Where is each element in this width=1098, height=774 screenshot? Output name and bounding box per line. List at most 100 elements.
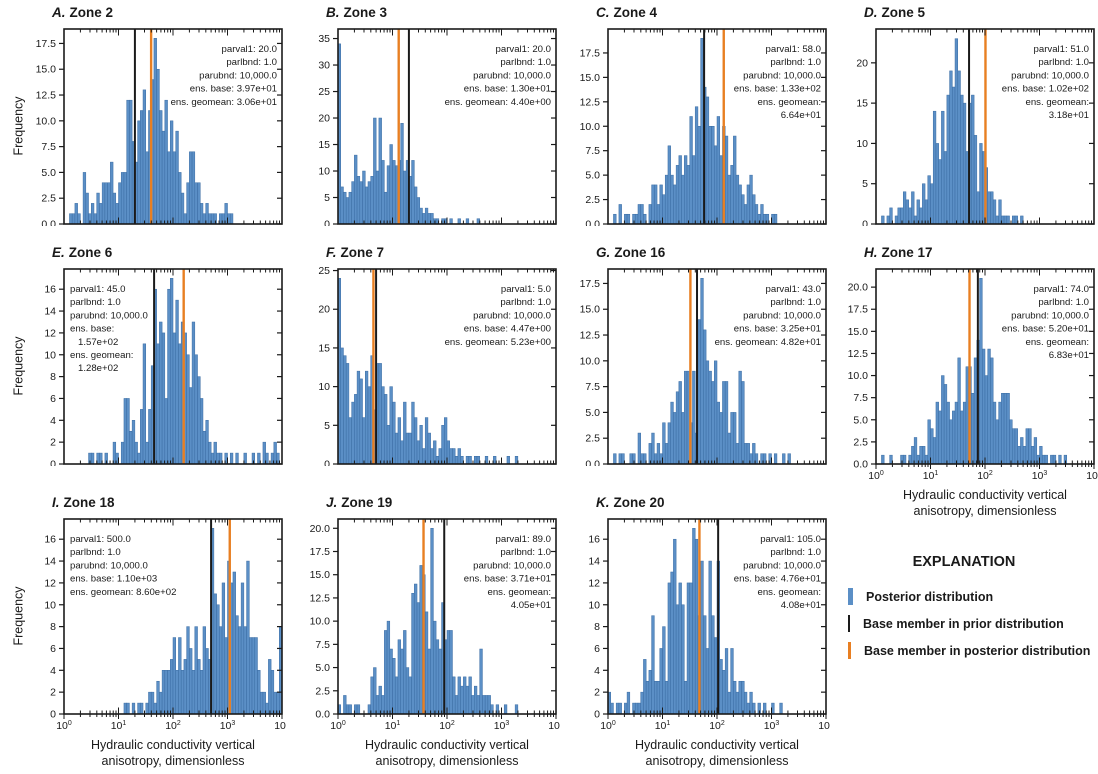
svg-text:6.64e+01: 6.64e+01 — [781, 110, 821, 121]
panel-letter: D. — [864, 5, 878, 20]
svg-text:0: 0 — [324, 219, 330, 227]
svg-text:parlbnd: 1.0: parlbnd: 1.0 — [1038, 297, 1089, 308]
svg-text:100: 100 — [600, 720, 616, 732]
x-ticks — [607, 29, 827, 224]
svg-text:102: 102 — [439, 720, 455, 732]
y-tick-labels: 0 2 4 6 8 10 12 14 16 — [44, 284, 56, 466]
y-axis-label-slot: Frequency — [8, 26, 30, 226]
svg-text:100: 100 — [330, 720, 346, 732]
svg-text:4.08e+01: 4.08e+01 — [781, 600, 821, 611]
panel-letter: I. — [52, 495, 60, 510]
x-tick-labels: 100 101 102 103 104 — [330, 720, 560, 732]
svg-text:ens. base: 4.76e+01: ens. base: 4.76e+01 — [734, 574, 821, 585]
svg-text:10: 10 — [856, 138, 868, 150]
svg-text:5.0: 5.0 — [853, 414, 868, 426]
svg-text:10.0: 10.0 — [848, 370, 869, 382]
x-ticks — [337, 29, 557, 224]
svg-text:2.5: 2.5 — [585, 194, 600, 206]
svg-text:6: 6 — [50, 393, 56, 405]
svg-text:parval1: 20.0: parval1: 20.0 — [222, 44, 277, 55]
svg-text:10: 10 — [318, 166, 330, 178]
svg-text:7.5: 7.5 — [585, 381, 600, 393]
panel-zone-label: Zone 18 — [63, 495, 115, 510]
x-ticks — [63, 519, 283, 719]
svg-text:15: 15 — [318, 139, 330, 151]
svg-text:15.0: 15.0 — [580, 304, 601, 316]
svg-text:12.5: 12.5 — [36, 90, 57, 102]
y-ticks — [333, 37, 556, 225]
histogram-plot-zone-5: 0 5 10 15 20 parval1: 51.0 parlbnd: 1.0 parubnd… — [856, 28, 1095, 226]
histogram-plot-zone-2: 0.0 2.5 5.0 7.5 10.0 12.5 15.0 17.5 parval1: 20.… — [36, 28, 283, 226]
svg-text:ens. geomean: 4.40e+00: ens. geomean: 4.40e+00 — [445, 97, 551, 108]
svg-text:100: 100 — [868, 470, 884, 482]
x-axis-title-line2: anisotropy, dimensionless — [645, 754, 789, 769]
panel-zone-label: Zone 4 — [613, 5, 658, 20]
svg-text:5: 5 — [324, 192, 330, 204]
svg-text:35: 35 — [318, 33, 330, 45]
panel-annotation: parval1: 20.0 parlbnd: 1.0 parubnd: 10,000… — [445, 44, 551, 108]
svg-text:ens. geomean:: ens. geomean: — [758, 97, 821, 108]
y-ticks — [603, 52, 826, 225]
svg-text:12: 12 — [44, 577, 56, 589]
x-ticks — [607, 269, 827, 464]
svg-text:0: 0 — [50, 709, 56, 721]
y-tick-labels: 0 5 10 15 20 25 — [318, 266, 330, 466]
svg-text:17.5: 17.5 — [580, 278, 601, 290]
legend-item-prior-base: Base member in prior distribution — [842, 615, 1098, 632]
svg-text:8: 8 — [50, 371, 56, 383]
svg-text:parval1: 51.0: parval1: 51.0 — [1034, 44, 1089, 55]
legend-title: EXPLANATION — [912, 554, 1016, 570]
y-tick-labels: 0.0 2.5 5.0 7.5 10.0 12.5 15.0 17.5 — [36, 38, 57, 226]
svg-text:4: 4 — [50, 415, 56, 427]
panel-zone-label: Zone 7 — [340, 245, 385, 260]
panel-title: C. Zone 4 — [596, 5, 830, 26]
svg-text:15: 15 — [318, 342, 330, 354]
svg-text:6: 6 — [50, 643, 56, 655]
svg-text:parval1: 20.0: parval1: 20.0 — [496, 44, 551, 55]
x-ticks — [63, 269, 283, 464]
panel-title: D. Zone 5 — [864, 5, 1098, 26]
panel-zone-4: C. Zone 4 0.0 2.5 5.0 7.5 10.0 12.5 15.0 17.5 par… — [560, 0, 830, 240]
svg-text:ens. geomean:: ens. geomean: — [1026, 97, 1089, 108]
svg-text:12.5: 12.5 — [580, 96, 601, 108]
x-ticks — [607, 519, 827, 719]
svg-text:parval1: 43.0: parval1: 43.0 — [766, 284, 821, 295]
x-axis-title: Hydraulic conductivity vertical anisotro… — [876, 487, 1094, 520]
x-tick-labels: 100 101 102 103 104 — [868, 470, 1098, 482]
legend-item-label: Base member in prior distribution — [863, 616, 1064, 631]
svg-text:12: 12 — [44, 327, 56, 339]
svg-text:5.0: 5.0 — [585, 170, 600, 182]
panel-zone-label: Zone 17 — [881, 245, 933, 260]
y-tick-labels: 0.0 2.5 5.0 7.5 10.0 12.5 15.0 17.5 20.0 — [848, 282, 869, 471]
y-ticks — [59, 538, 282, 715]
histogram-plot-zone-18: 0 2 4 6 8 10 12 14 16 100 101 102 103 104 parval1: 500… — [44, 518, 286, 732]
svg-text:14: 14 — [588, 556, 600, 568]
svg-text:103: 103 — [1032, 470, 1048, 482]
panel-annotation: parval1: 89.0 parlbnd: 1.0 parubnd: 10,000… — [464, 534, 551, 611]
panel-title: A. Zone 2 — [52, 5, 290, 26]
y-ticks — [871, 286, 1094, 465]
y-axis-label-slot: Frequency — [8, 516, 30, 716]
y-tick-labels: 0 2 4 6 8 10 12 14 16 — [44, 534, 56, 721]
legend: EXPLANATION Posterior distribution Base … — [830, 490, 1098, 774]
x-axis-title-line1: Hydraulic conductivity vertical — [91, 738, 255, 752]
svg-text:parubnd: 10,000.0: parubnd: 10,000.0 — [743, 560, 821, 571]
panel-zone-19: J. Zone 19 0.0 2.5 5.0 7.5 10.0 12.5 15.0 17.5 20… — [290, 490, 560, 774]
svg-text:ens. geomean: 8.60e+02: ens. geomean: 8.60e+02 — [70, 587, 176, 598]
panel-annotation: parval1: 20.0 parlbnd: 1.0 parubnd: 10,000… — [171, 44, 277, 108]
panel-annotation: parval1: 5.0 parlbnd: 1.0 parubnd: 10,000.… — [445, 284, 551, 348]
svg-text:16: 16 — [588, 534, 600, 546]
svg-text:4: 4 — [50, 665, 56, 677]
svg-text:101: 101 — [111, 720, 127, 732]
svg-text:parubnd: 10,000.0: parubnd: 10,000.0 — [473, 560, 551, 571]
panel-letter: H. — [864, 245, 878, 260]
x-axis-title: Hydraulic conductivity vertical anisotro… — [338, 737, 556, 770]
svg-text:10.0: 10.0 — [580, 121, 601, 133]
svg-text:10.0: 10.0 — [580, 355, 601, 367]
svg-text:0: 0 — [50, 459, 56, 467]
svg-text:14: 14 — [44, 556, 56, 568]
svg-text:2.5: 2.5 — [585, 433, 600, 445]
svg-text:2: 2 — [594, 687, 600, 699]
y-ticks — [59, 42, 282, 225]
svg-text:ens. base: 3.71e+01: ens. base: 3.71e+01 — [464, 574, 551, 585]
